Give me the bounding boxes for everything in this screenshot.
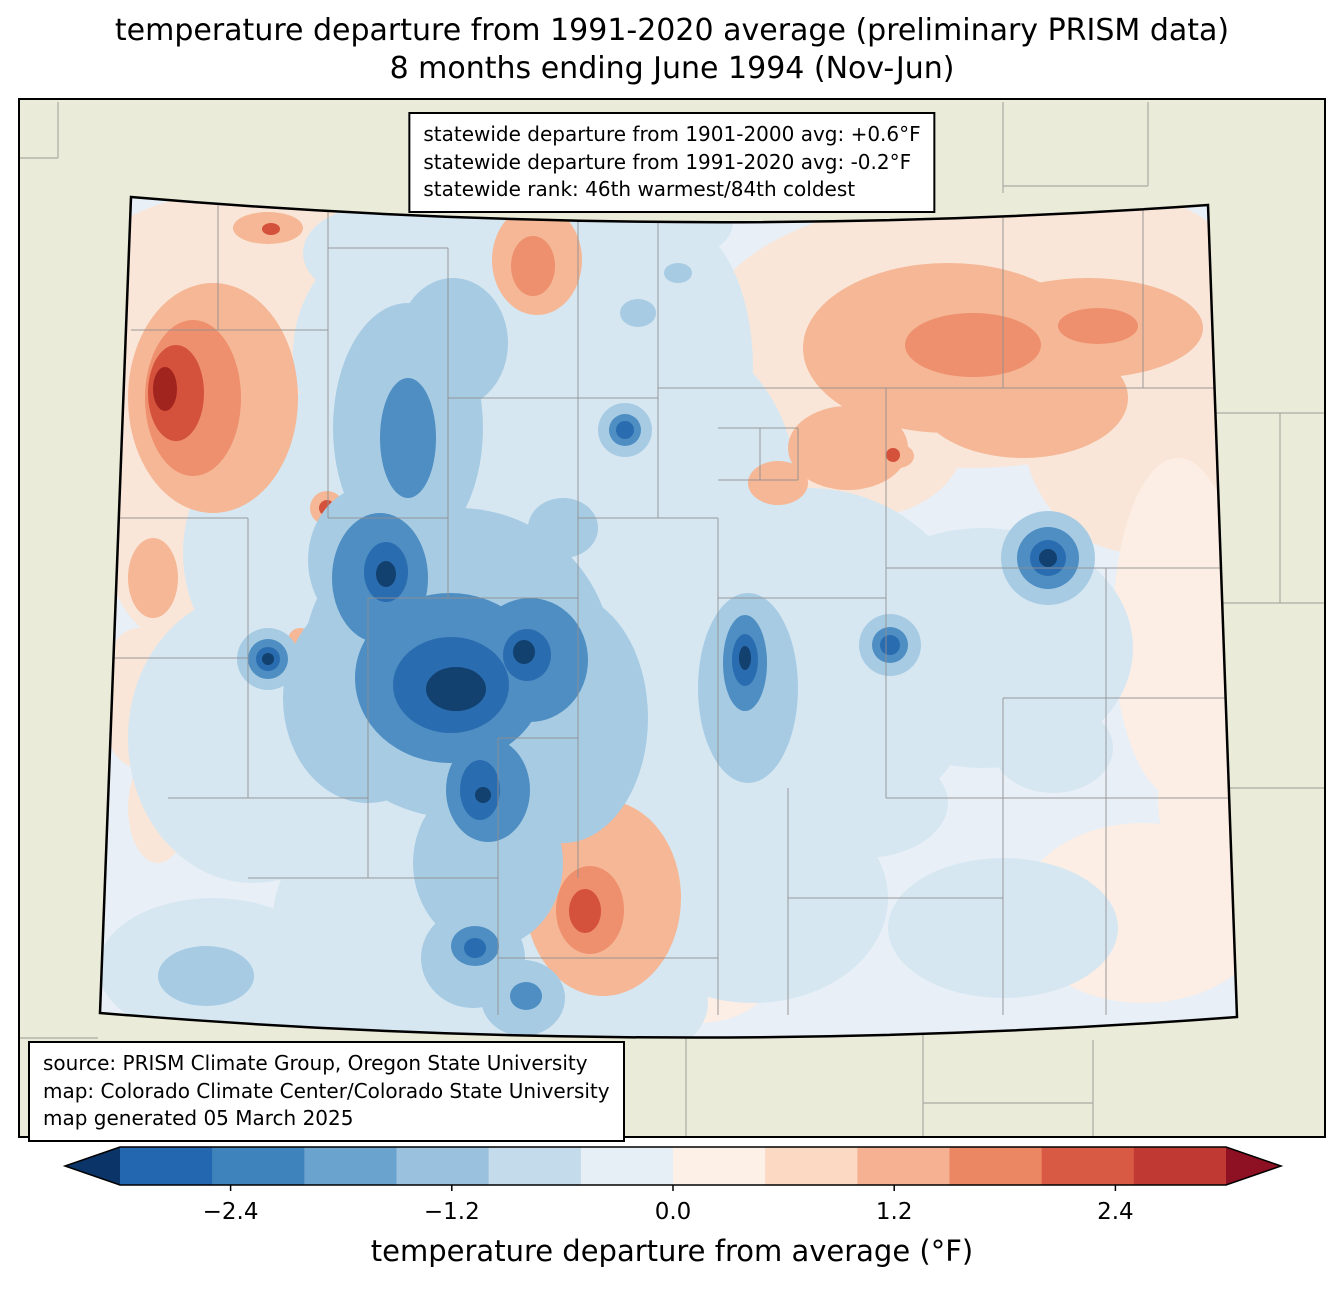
colorbar-segment: [580, 1147, 674, 1185]
colorbar-label: temperature departure from average (°F): [370, 1234, 974, 1268]
colorado-temperature-map: [18, 98, 1326, 1138]
colorbar-segment: [857, 1147, 951, 1185]
title-line-1: temperature departure from 1991-2020 ave…: [114, 13, 1230, 48]
source-line-3: map generated 05 March 2025: [43, 1106, 354, 1131]
source-line-2: map: Colorado Climate Center/Colorado St…: [43, 1078, 610, 1103]
source-line-1: source: PRISM Climate Group, Oregon Stat…: [43, 1051, 588, 1075]
colorbar-segment: [120, 1147, 213, 1185]
stats-line-3: statewide rank: 46th warmest/84th coldes…: [423, 177, 856, 202]
stats-line-2: statewide departure from 1991-2020 avg: …: [423, 149, 912, 174]
county-boundaries: [100, 201, 1237, 1015]
colorbar-outline: [62, 1146, 1284, 1186]
source-attribution-box: source: PRISM Climate Group, Oregon Stat…: [28, 1041, 625, 1142]
colorado-state-border: [98, 195, 1239, 1039]
colorbar-segment: [304, 1147, 398, 1185]
axes-frame: [18, 98, 1326, 1138]
warm-darkred-core: [153, 367, 177, 411]
colorbar-over-arrow: [1226, 1147, 1281, 1185]
temperature-field: [100, 197, 1237, 1038]
colorbar: −2.4 −1.2 0.0 1.2 2.4: [62, 1146, 1284, 1225]
colorbar-tick-label: 0.0: [655, 1199, 692, 1225]
title-line-2: 8 months ending June 1994 (Nov-Jun): [389, 51, 955, 87]
colorbar-segment: [949, 1147, 1043, 1185]
colorbar-tick-label: 1.2: [876, 1199, 913, 1225]
cool-navy-cores: [262, 549, 1057, 803]
outside-county-lines: [20, 102, 1324, 1136]
colorbar-segment: [673, 1147, 766, 1185]
colorbar-segment: [488, 1147, 582, 1185]
colorbar-segment: [765, 1147, 858, 1185]
stats-line-1: statewide departure from 1901-2000 avg: …: [423, 122, 921, 146]
figure-title: temperature departure from 1991-2020 ave…: [0, 12, 1344, 89]
colorbar-segment: [396, 1147, 490, 1185]
colorbar-segment: [1133, 1147, 1227, 1185]
colorbar-tick-label: −2.4: [203, 1199, 259, 1225]
colorbar-segment: [1041, 1147, 1135, 1185]
colorbar-tick-label: −1.2: [424, 1199, 480, 1225]
colorbar-segment: [212, 1147, 305, 1185]
colorbar-under-arrow: [65, 1147, 120, 1185]
colorbar-tick-label: 2.4: [1097, 1199, 1134, 1225]
statewide-stats-box: statewide departure from 1901-2000 avg: …: [408, 112, 936, 213]
map-axes: statewide departure from 1901-2000 avg: …: [18, 98, 1326, 1142]
